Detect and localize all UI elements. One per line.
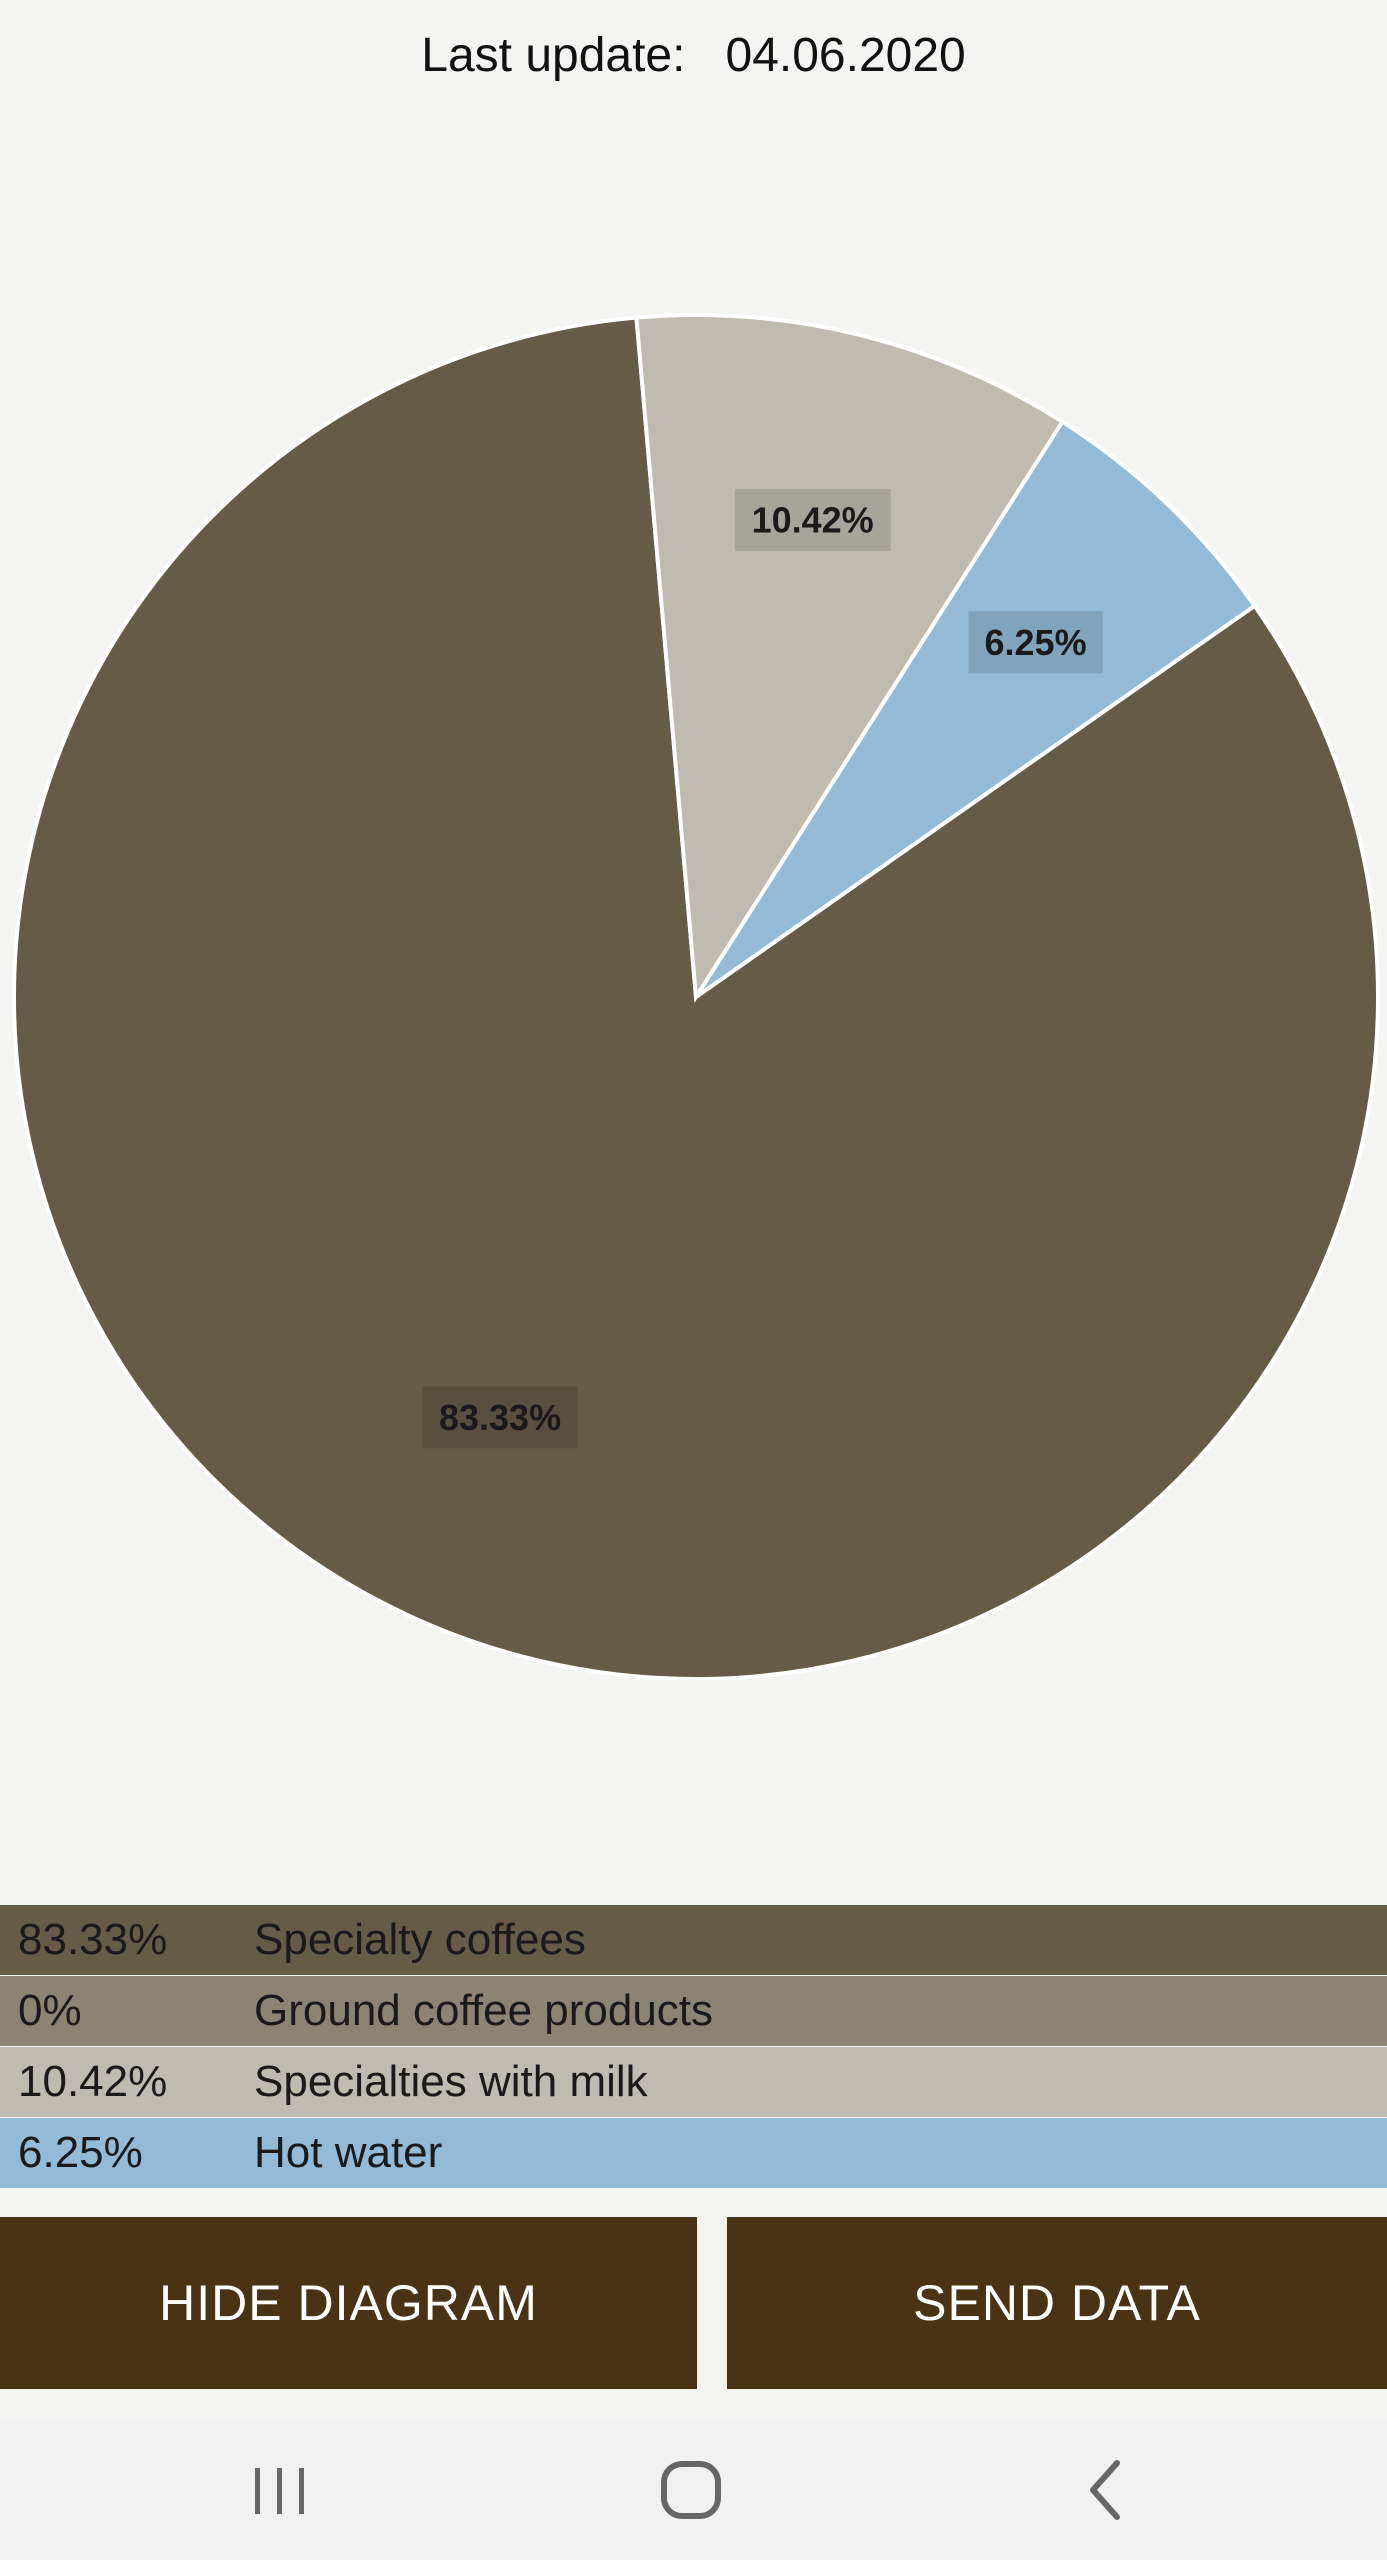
legend-pct: 0% [18,1986,82,2035]
recents-button[interactable] [180,2420,380,2560]
legend-label: Specialties with milk [254,2057,648,2106]
legend-pct: 83.33% [18,1915,168,1964]
legend-label: Hot water [254,2128,443,2177]
pie-chart-svg: 83.33% 10.42% 6.25% [12,313,1380,1680]
recents-icon [255,2468,304,2514]
legend-row-specialties-with-milk: 10.42% Specialties with milk [0,2047,1387,2117]
last-update-value: 04.06.2020 [725,28,966,82]
send-data-button[interactable]: SEND DATA [727,2217,1387,2389]
legend: 83.33% Specialty coffees 0% Ground coffe… [0,1905,1387,2189]
pie-label-specialty-coffees: 83.33% [422,1386,579,1449]
pie-chart: 83.33% 10.42% 6.25% [0,300,1387,1680]
svg-text:10.42%: 10.42% [752,500,874,541]
back-button[interactable] [1005,2420,1205,2560]
legend-pct: 6.25% [18,2128,143,2177]
home-icon [661,2461,721,2519]
pie-label-specialties-with-milk: 10.42% [734,489,891,552]
pie-slice-hot-water [694,419,1258,999]
svg-text:83.33%: 83.33% [439,1397,561,1438]
last-update: Last update: 04.06.2020 [421,28,965,83]
legend-label: Ground coffee products [254,1986,714,2035]
svg-text:6.25%: 6.25% [985,622,1087,663]
legend-pct: 10.42% [18,2057,168,2106]
legend-row-hot-water: 6.25% Hot water [0,2118,1387,2188]
last-update-label: Last update: [421,28,686,82]
system-navigation-bar [0,2420,1387,2560]
header: Last update: 04.06.2020 [0,0,1387,110]
hide-diagram-button[interactable]: HIDE DIAGRAM [0,2217,697,2389]
home-button[interactable] [592,2420,792,2560]
legend-row-specialty-coffees: 83.33% Specialty coffees [0,1905,1387,1975]
legend-row-ground-coffee-products: 0% Ground coffee products [0,1976,1387,2046]
pie-label-hot-water: 6.25% [968,611,1103,674]
back-icon [1090,2460,1120,2520]
legend-label: Specialty coffees [254,1915,586,1964]
action-buttons: HIDE DIAGRAM SEND DATA [0,2217,1387,2389]
pie-slice-specialties-with-milk [634,313,1066,1004]
